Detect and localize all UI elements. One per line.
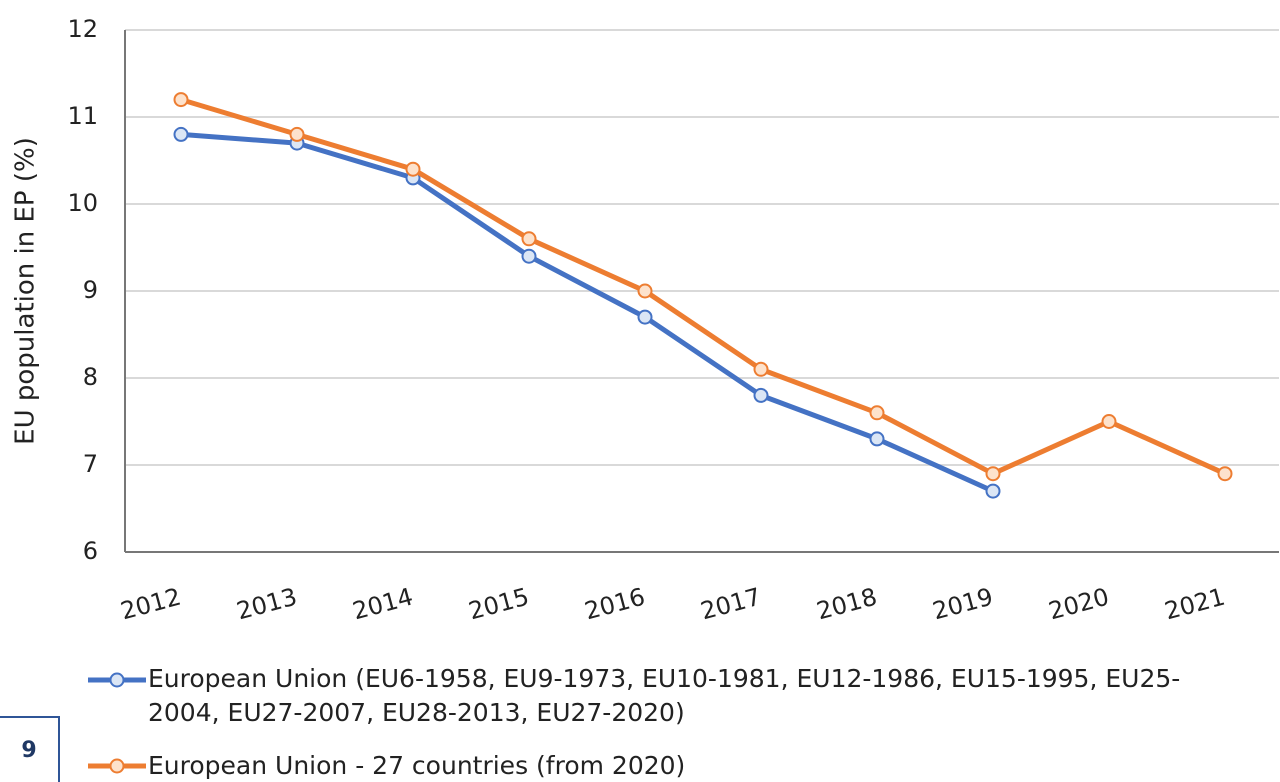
data-point <box>753 361 769 377</box>
x-tick-label: 2017 <box>698 583 764 626</box>
data-point <box>289 126 305 142</box>
x-tick-label: 2012 <box>118 583 184 626</box>
data-point <box>405 161 421 177</box>
series-line <box>180 131 995 494</box>
y-tick-label: 6 <box>83 537 98 565</box>
legend-entry: European Union (EU6-1958, EU9-1973, EU10… <box>148 664 1181 727</box>
data-point <box>1217 466 1233 482</box>
y-tick-label: 12 <box>67 15 98 43</box>
y-tick-label: 8 <box>83 363 98 391</box>
data-point <box>637 309 653 325</box>
page-number: 9 <box>0 716 60 782</box>
data-point <box>521 231 537 247</box>
x-tick-label: 2016 <box>582 583 648 626</box>
data-point <box>985 466 1001 482</box>
y-tick-label: 9 <box>83 276 98 304</box>
series-line <box>180 97 1227 477</box>
data-point <box>173 126 189 142</box>
legend-entry: European Union - 27 countries (from 2020… <box>148 751 686 780</box>
y-tick-label: 11 <box>67 102 98 130</box>
legend-swatch-marker <box>109 758 125 774</box>
data-point <box>637 283 653 299</box>
x-tick-label: 2014 <box>350 583 416 626</box>
y-tick-label: 7 <box>83 450 98 478</box>
data-point <box>869 405 885 421</box>
x-tick-label: 2021 <box>1162 583 1228 626</box>
legend-swatch-marker <box>109 672 125 688</box>
x-tick-label: 2013 <box>234 583 300 626</box>
data-point <box>985 483 1001 499</box>
x-tick-label: 2020 <box>1046 583 1112 626</box>
y-axis-label: EU population in EP (%) <box>11 137 41 445</box>
data-point <box>869 431 885 447</box>
data-point <box>753 387 769 403</box>
data-point <box>173 92 189 108</box>
x-tick-label: 2015 <box>466 583 532 626</box>
y-tick-label: 10 <box>67 189 98 217</box>
x-tick-label: 2018 <box>814 583 880 626</box>
data-point <box>521 248 537 264</box>
x-tick-label: 2019 <box>930 583 996 626</box>
data-point <box>1101 414 1117 429</box>
